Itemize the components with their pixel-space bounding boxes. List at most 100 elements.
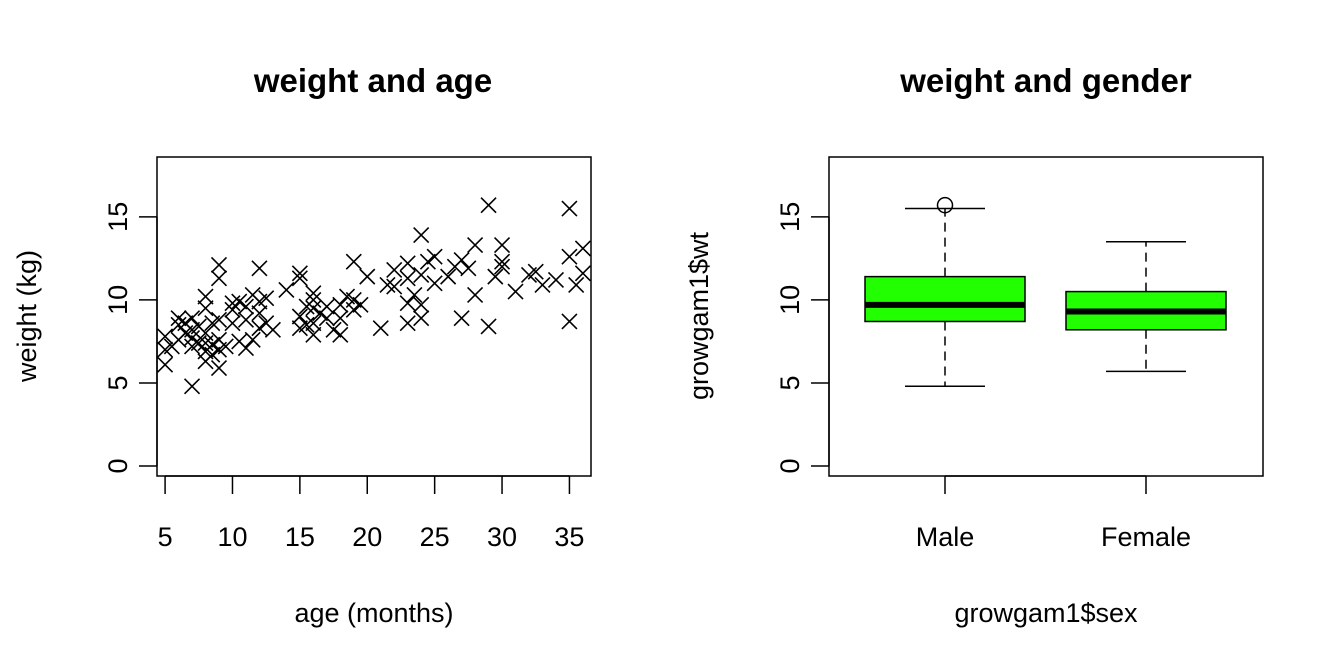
box-outlier [936, 196, 954, 214]
scatter-y-tick-label: 0 [103, 459, 133, 474]
scatter-point [237, 340, 255, 357]
scatter-point [493, 258, 511, 275]
scatter-point [399, 270, 416, 287]
scatter-point [568, 276, 585, 293]
scatter-point [561, 200, 578, 217]
box-panel: weight and gender 0 5 10 15 Male Female grow… [684, 62, 1264, 628]
box-elements [864, 196, 1227, 388]
scatter-point [480, 318, 497, 335]
box-female [1065, 240, 1227, 373]
scatter-y-tick-label: 10 [103, 285, 133, 315]
scatter-point [318, 310, 335, 327]
scatter-point [493, 253, 511, 270]
scatter-point [305, 291, 322, 308]
scatter-point [224, 295, 241, 312]
scatter-point [413, 296, 430, 313]
box-x-tick-label: Male [916, 522, 975, 552]
scatter-point [467, 236, 484, 254]
scatter-point [534, 276, 551, 293]
scatter-point [547, 271, 565, 289]
box-iqr [864, 275, 1026, 323]
scatter-point [298, 316, 315, 333]
scatter-point [170, 310, 187, 327]
scatter-point [413, 266, 430, 284]
scatter-point [183, 330, 201, 347]
scatter-point [244, 331, 261, 348]
scatter-point [372, 320, 389, 337]
scatter-point [197, 288, 214, 305]
box-y-tick-label: 5 [775, 375, 805, 390]
scatter-x-tick-label: 20 [352, 522, 382, 552]
scatter-point [352, 296, 369, 313]
scatter-x-axis-label: age (months) [294, 598, 453, 628]
scatter-point [210, 256, 228, 274]
box-x-axis-label: growgam1$sex [954, 598, 1138, 628]
scatter-point [406, 286, 423, 303]
scatter-point [399, 295, 416, 312]
scatter-point [251, 320, 268, 337]
scatter-point [278, 281, 295, 298]
scatter-point [379, 276, 396, 293]
scatter-point [251, 260, 268, 277]
scatter-point [413, 227, 430, 244]
scatter-point [332, 326, 349, 343]
scatter-point [574, 240, 591, 257]
scatter-point [527, 263, 544, 280]
box-y-tick-label: 10 [775, 285, 805, 315]
scatter-point [318, 298, 335, 315]
scatter-point [305, 300, 322, 317]
scatter-point [210, 270, 228, 287]
scatter-title: weight and age [253, 62, 492, 99]
scatter-point [231, 293, 248, 310]
scatter-point [305, 326, 322, 343]
scatter-point [197, 325, 214, 342]
scatter-points [157, 197, 591, 395]
scatter-point [210, 359, 228, 377]
box-title: weight and gender [899, 62, 1192, 99]
scatter-point [386, 278, 403, 295]
scatter-point [386, 261, 403, 279]
scatter-point [332, 310, 349, 327]
scatter-point [197, 300, 214, 317]
scatter-point [264, 321, 281, 338]
scatter-y-tick-label: 15 [103, 202, 133, 232]
scatter-point [359, 268, 376, 285]
scatter-point [157, 356, 174, 373]
scatter-x-tick-label: 15 [285, 522, 315, 552]
scatter-point [204, 336, 221, 353]
scatter-point [237, 298, 255, 315]
scatter-point [561, 313, 578, 330]
scatter-point [345, 253, 362, 270]
scatter-y-axis-label: weight (kg) [12, 250, 42, 383]
box-x-tick-label: Female [1101, 522, 1191, 552]
scatter-point [190, 335, 207, 352]
scatter-y-axis: 0 5 10 15 [103, 202, 158, 474]
scatter-point [258, 290, 275, 307]
scatter-point [399, 315, 416, 332]
scatter-x-tick-label: 25 [420, 522, 450, 552]
scatter-point [305, 285, 322, 302]
scatter-point [251, 305, 268, 322]
box-y-axis-label: growgam1$wt [684, 231, 714, 400]
scatter-x-axis: 5 10 15 20 25 30 35 [158, 475, 584, 552]
scatter-x-tick-label: 30 [487, 522, 517, 552]
box-x-axis: Male Female [916, 475, 1191, 552]
scatter-point [157, 328, 174, 345]
scatter-x-tick-label: 10 [217, 522, 247, 552]
scatter-point [224, 315, 241, 332]
scatter-point [507, 283, 524, 300]
box-y-axis: 0 5 10 15 [775, 202, 830, 474]
scatter-point [210, 311, 228, 328]
scatter-point [305, 315, 322, 332]
scatter-point [325, 321, 342, 338]
scatter-point [467, 286, 484, 303]
scatter-point [224, 301, 241, 318]
box-y-tick-label: 15 [775, 202, 805, 232]
scatter-point [332, 296, 349, 313]
scatter-point [217, 338, 234, 355]
scatter-y-tick-label: 5 [103, 375, 133, 390]
scatter-x-tick-label: 35 [554, 522, 584, 552]
scatter-x-tick-label: 5 [158, 522, 173, 552]
scatter-point [419, 253, 436, 270]
